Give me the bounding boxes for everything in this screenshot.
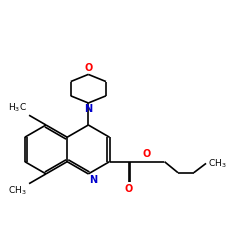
Text: H$_3$C: H$_3$C [8,102,27,114]
Text: N: N [90,175,98,185]
Text: O: O [84,63,92,73]
Text: O: O [143,149,151,159]
Text: O: O [124,184,133,194]
Text: CH$_3$: CH$_3$ [208,157,227,170]
Text: CH$_3$: CH$_3$ [8,185,27,198]
Text: N: N [84,104,92,114]
